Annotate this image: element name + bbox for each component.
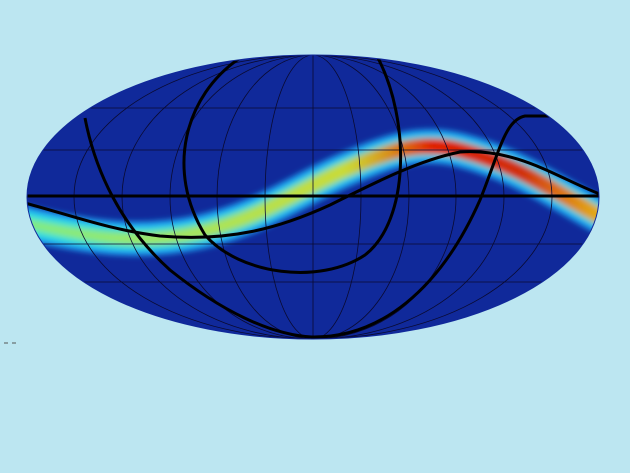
emission-band	[27, 129, 599, 256]
overlay-curves	[27, 56, 599, 339]
map-body	[27, 55, 599, 339]
map-outline	[26, 54, 600, 340]
